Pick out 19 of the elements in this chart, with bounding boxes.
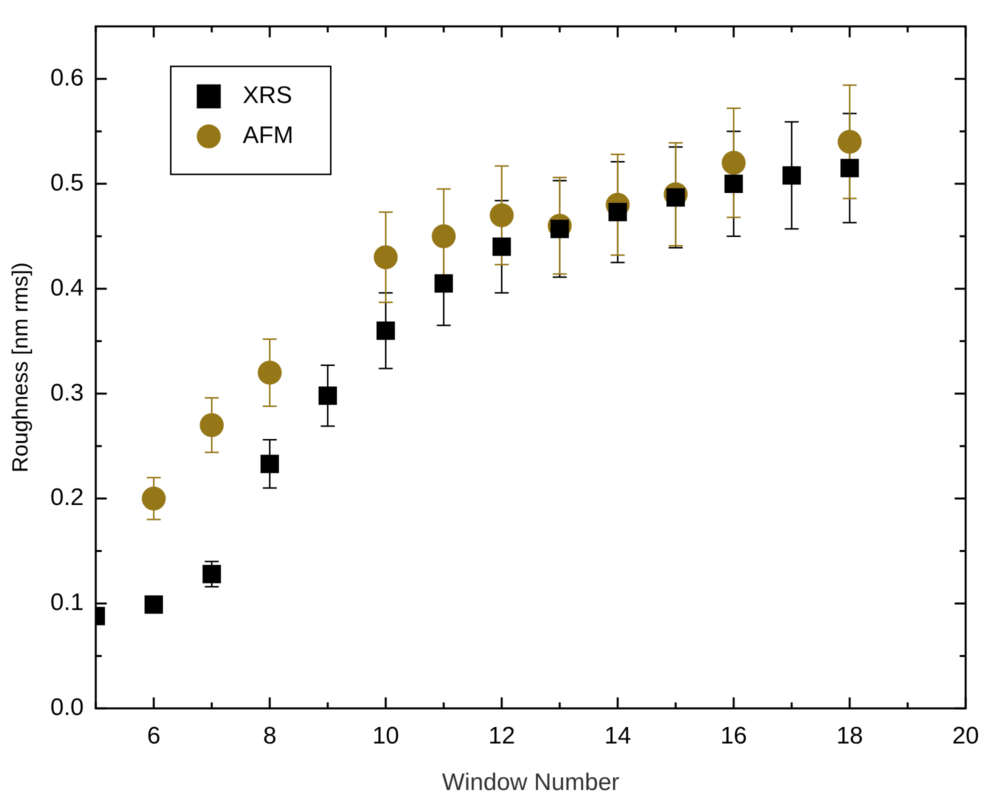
y-tick-label: 0.2 [50,484,84,512]
x-tick-label: 12 [488,722,516,750]
legend-label: XRS [242,82,292,110]
x-axis-title: Window Number [442,769,620,796]
y-tick-label: 0.5 [50,169,84,196]
x-tick-label: 14 [604,722,632,750]
x-tick-label: 20 [952,722,980,750]
y-tick-label: 0.6 [50,64,84,92]
y-tick-label: 0.1 [50,589,84,616]
x-tick-label: 10 [372,722,400,750]
y-tick-label: 0.3 [50,379,84,406]
y-axis-title: Roughness [nm rms]) [7,262,32,473]
x-tick-label: 18 [836,722,864,750]
y-tick-label: 0.0 [50,694,84,722]
x-tick-label: 16 [720,722,748,750]
y-tick-label: 0.4 [50,274,84,302]
x-tick-label: 6 [147,722,160,750]
x-tick-label: 8 [263,722,276,750]
legend-label: AFM [242,122,294,150]
